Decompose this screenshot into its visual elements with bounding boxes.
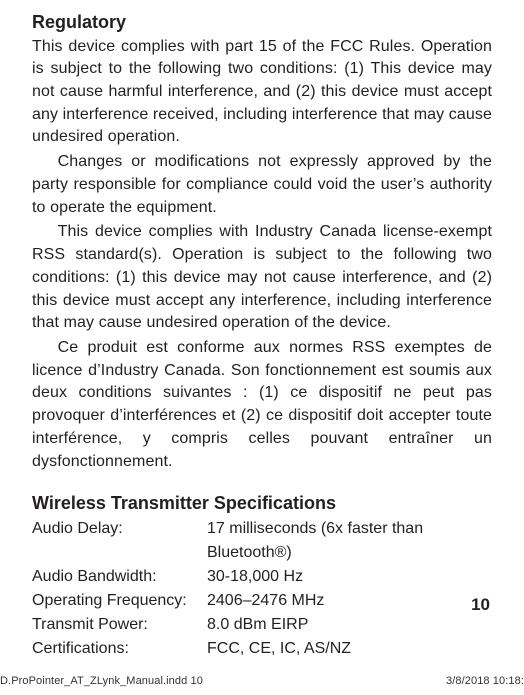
spec-label: Certifications: (32, 637, 207, 661)
footer-filename: D.ProPointer_AT_ZLynk_Manual.indd 10 (0, 675, 203, 687)
regulatory-para-1: This device complies with part 15 of the… (32, 36, 492, 150)
regulatory-para-2: Changes or modifications not expressly a… (32, 151, 492, 219)
table-row: Audio Delay: 17 milliseconds (6x faster … (32, 517, 492, 565)
spec-value: FCC, CE, IC, AS/NZ (207, 637, 492, 661)
manual-page: Regulatory This device complies with par… (0, 0, 524, 661)
heading-regulatory: Regulatory (32, 12, 492, 34)
footer-timestamp: 3/8/2018 10:18: (446, 675, 524, 687)
spec-value: 2406–2476 MHz (207, 589, 492, 613)
table-row: Transmit Power: 8.0 dBm EIRP (32, 613, 492, 637)
spec-label: Audio Delay: (32, 517, 207, 565)
spec-table: Audio Delay: 17 milliseconds (6x faster … (32, 517, 492, 661)
regulatory-para-4: Ce produit est conforme aux normes RSS e… (32, 337, 492, 473)
regulatory-para-3: This device complies with Industry Canad… (32, 221, 492, 335)
table-row: Audio Bandwidth: 30-18,000 Hz (32, 565, 492, 589)
spec-value: 8.0 dBm EIRP (207, 613, 492, 637)
spec-label: Transmit Power: (32, 613, 207, 637)
spec-label: Operating Frequency: (32, 589, 207, 613)
page-number: 10 (471, 595, 490, 615)
spec-value: 17 milliseconds (6x faster than Bluetoot… (207, 517, 492, 565)
spec-value: 30-18,000 Hz (207, 565, 492, 589)
table-row: Certifications: FCC, CE, IC, AS/NZ (32, 637, 492, 661)
spec-label: Audio Bandwidth: (32, 565, 207, 589)
table-row: Operating Frequency: 2406–2476 MHz (32, 589, 492, 613)
heading-wireless-specs: Wireless Transmitter Specifications (32, 493, 492, 515)
